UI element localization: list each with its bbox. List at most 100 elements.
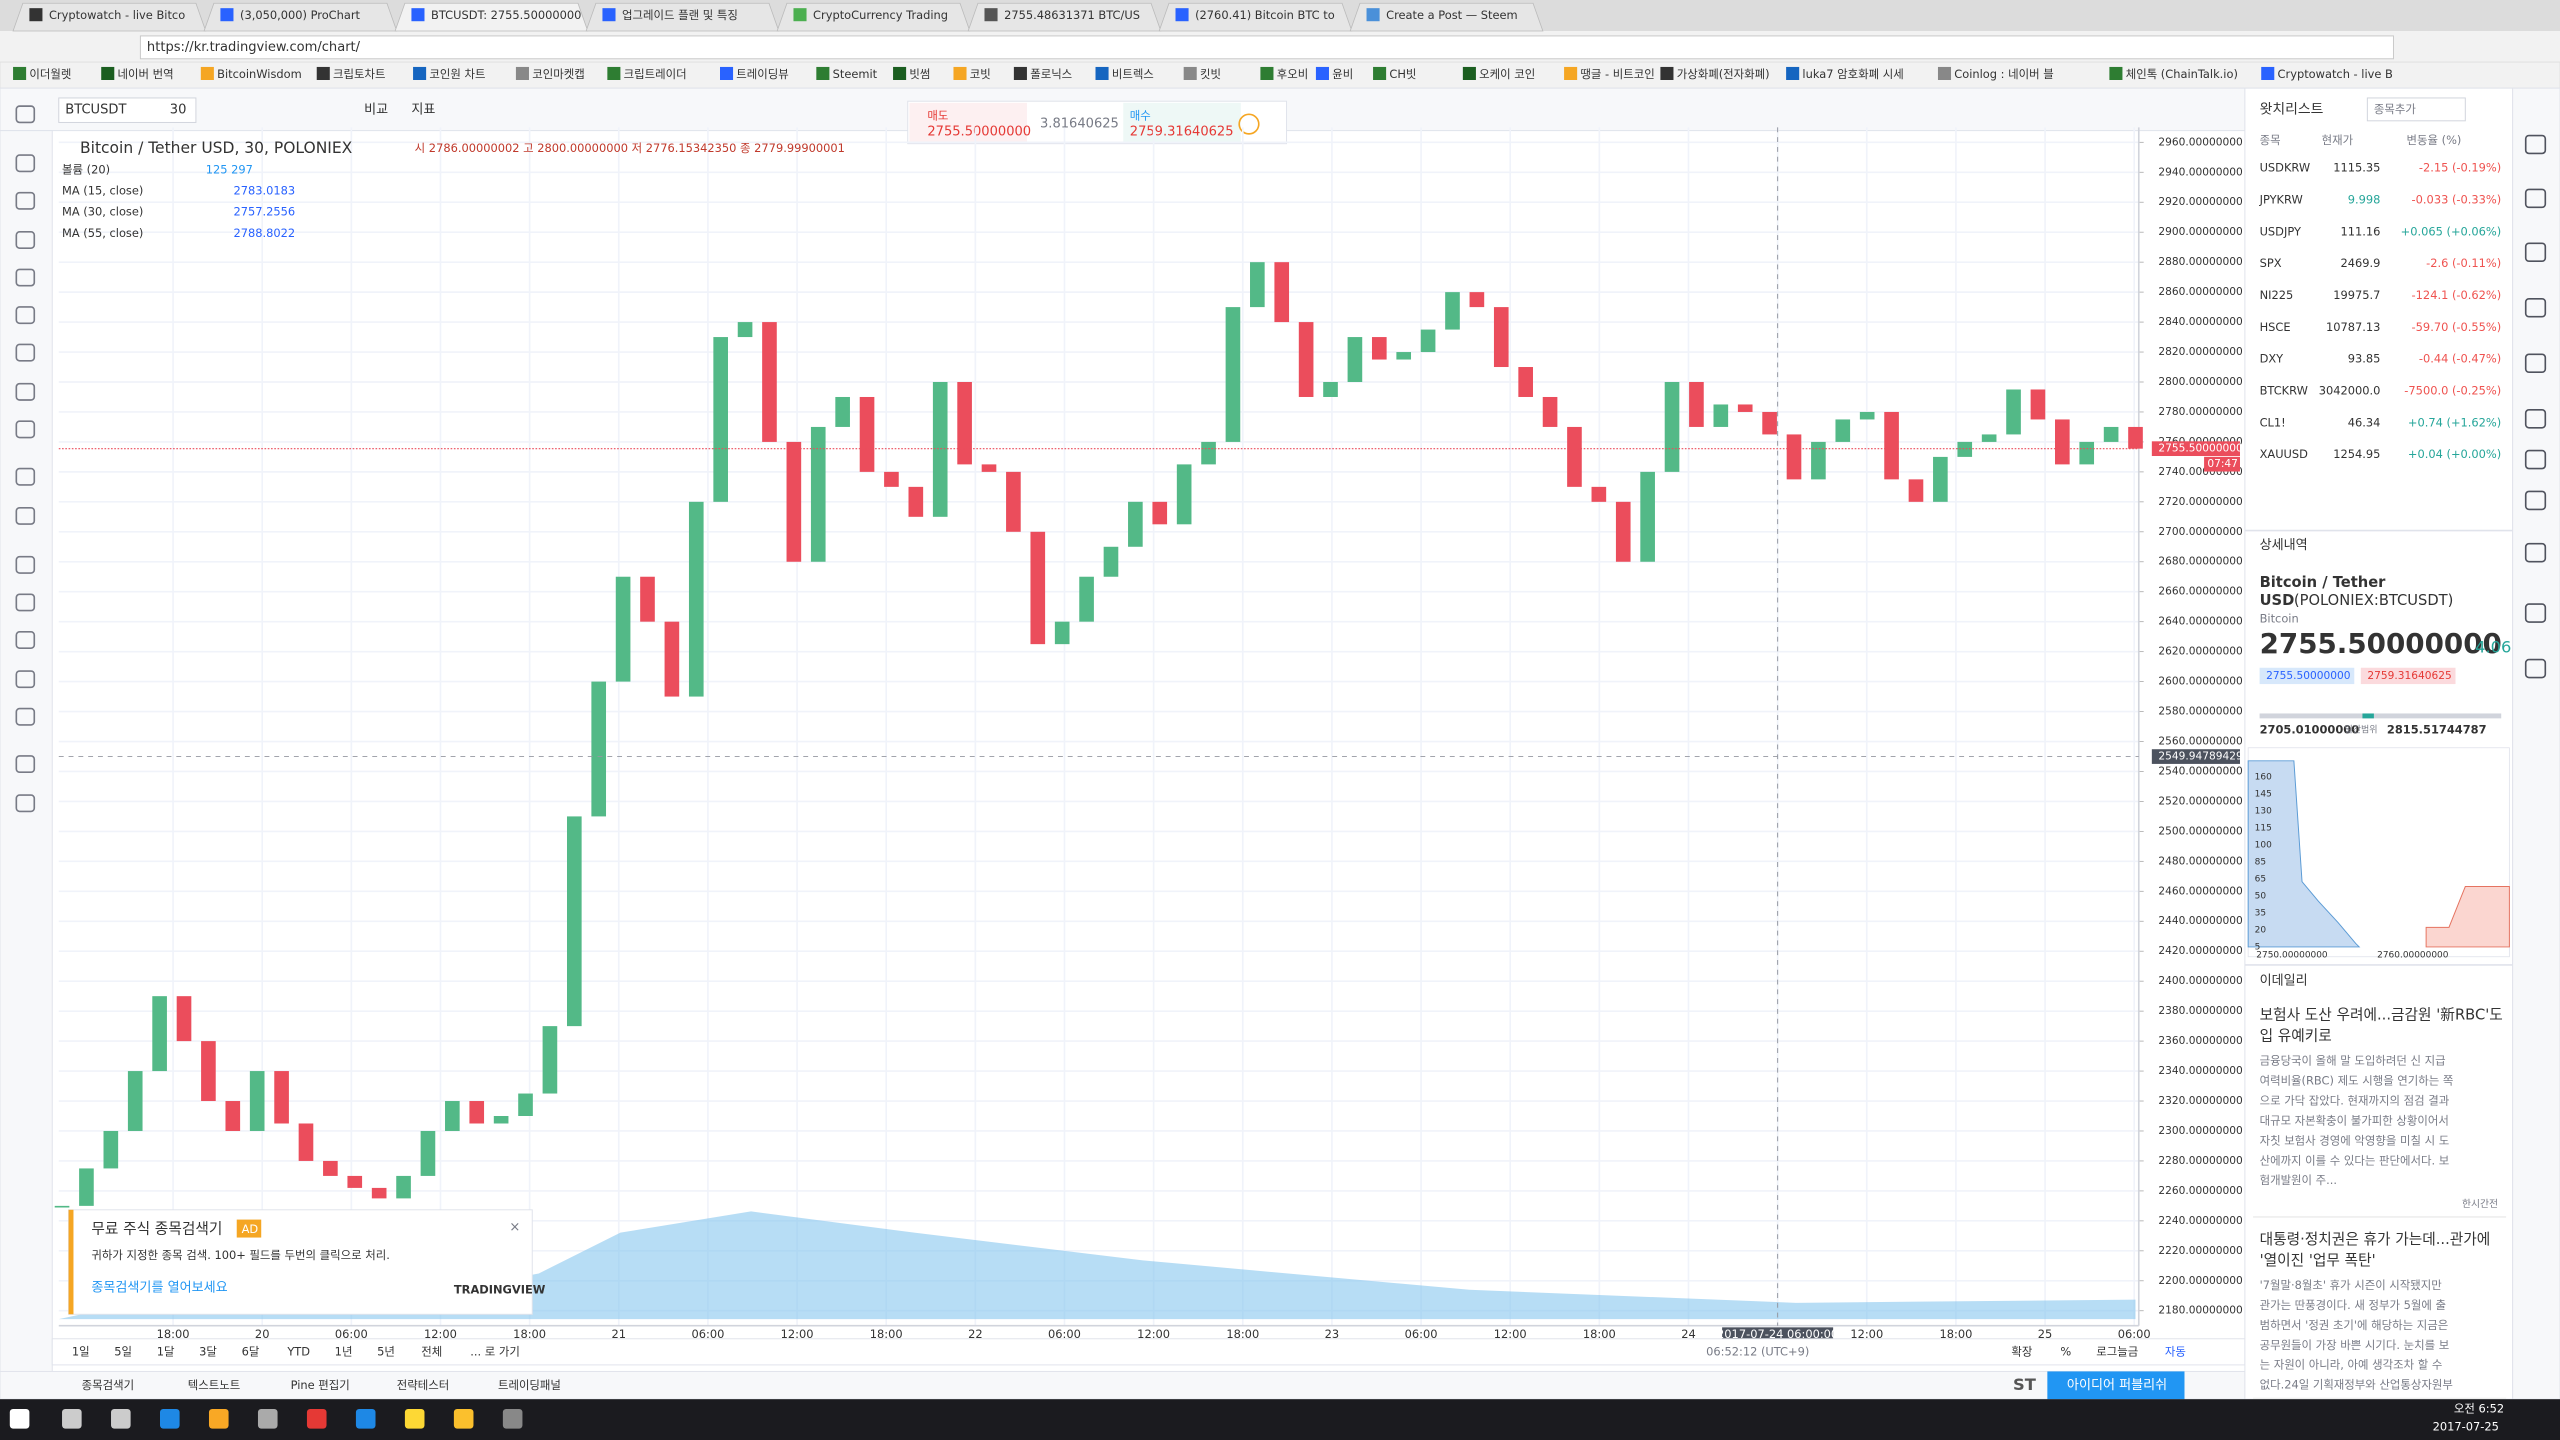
taskbar-icon[interactable] <box>453 1408 474 1429</box>
news-headline[interactable]: 입 유예키로 <box>2260 1028 2332 1045</box>
address-field[interactable] <box>139 35 2394 60</box>
side-icon[interactable] <box>2524 188 2547 209</box>
tool-icon[interactable] <box>15 268 36 287</box>
taskbar-icon[interactable] <box>306 1408 327 1429</box>
side-icon[interactable] <box>2524 449 2547 470</box>
taskbar-icon[interactable] <box>355 1408 376 1429</box>
taskbar-icon[interactable] <box>502 1408 523 1429</box>
bookmark[interactable]: 윤비 <box>1332 67 1353 81</box>
range-button[interactable]: 6달 <box>242 1344 260 1358</box>
taskbar-icon[interactable] <box>62 1408 82 1429</box>
tab[interactable] <box>1158 2 1353 32</box>
watchlist-add[interactable] <box>2366 97 2466 122</box>
tool-icon[interactable] <box>15 670 36 689</box>
taskbar-icon[interactable] <box>257 1408 278 1429</box>
tool-icon[interactable] <box>15 105 36 124</box>
side-icon[interactable] <box>2524 603 2547 623</box>
tab[interactable] <box>203 2 398 32</box>
side-icon[interactable] <box>2524 242 2547 263</box>
bookmark[interactable]: Steemit <box>833 67 878 81</box>
range-button[interactable]: 1년 <box>335 1344 353 1358</box>
tool-icon[interactable] <box>15 755 36 774</box>
bookmark[interactable]: 폴로닉스 <box>1030 67 1072 81</box>
tool-icon[interactable] <box>15 191 36 210</box>
symbol[interactable]: HSCE <box>2260 320 2291 334</box>
bookmark[interactable]: 땡글 - 비트코인 <box>1580 67 1654 81</box>
tool-icon[interactable] <box>15 555 36 574</box>
tab[interactable] <box>967 2 1162 32</box>
bookmark[interactable]: luka7 암호화폐 시세 <box>1802 67 1903 81</box>
scale-option[interactable]: 로그늘금 <box>2096 1344 2138 1358</box>
symbol[interactable]: CL1! <box>2260 415 2286 429</box>
panel-tab[interactable]: Pine 편집기 <box>291 1378 350 1392</box>
news-headline[interactable]: 보험사 도산 우려에...금감원 '新RBC'도 <box>2260 1007 2503 1024</box>
info-icon[interactable] <box>1238 113 1260 135</box>
bookmark[interactable]: CH빗 <box>1389 67 1416 81</box>
panel-tab[interactable]: 종목검색기 <box>82 1378 134 1392</box>
symbol[interactable]: USDJPY <box>2260 224 2301 238</box>
bookmark[interactable]: Cryptowatch - live B <box>2278 67 2393 81</box>
symbol-box[interactable] <box>58 97 197 123</box>
range-button[interactable]: 5일 <box>114 1344 132 1358</box>
bookmark[interactable]: 킷빗 <box>1200 67 1221 81</box>
range-button[interactable]: 5년 <box>377 1344 395 1358</box>
taskbar-icon[interactable] <box>160 1408 180 1429</box>
range-button[interactable]: 1일 <box>72 1344 90 1358</box>
tool-icon[interactable] <box>15 343 36 362</box>
bookmark[interactable]: 빗썸 <box>909 67 930 81</box>
tool-icon[interactable] <box>15 467 36 486</box>
tool-icon[interactable] <box>15 794 36 813</box>
taskbar-icon[interactable] <box>404 1408 425 1429</box>
bookmark[interactable]: Coinlog : 네이버 블 <box>1954 67 2053 81</box>
bookmark[interactable]: 가상화폐(전자화폐) <box>1677 67 1770 81</box>
ad-popup[interactable] <box>68 1209 533 1315</box>
tab[interactable] <box>585 2 780 32</box>
bookmark[interactable]: 이더월렛 <box>29 67 71 81</box>
symbol[interactable]: JPYKRW <box>2259 192 2303 206</box>
tab[interactable] <box>12 2 207 32</box>
tool-icon[interactable] <box>15 506 36 525</box>
ad-link[interactable]: 종목검색기를 열어보세요 <box>91 1281 227 1296</box>
bookmark[interactable]: 비트렉스 <box>1112 67 1154 81</box>
tool-icon[interactable] <box>15 382 36 401</box>
taskbar-icon[interactable] <box>9 1408 30 1429</box>
panel-tab[interactable]: 텍스트노트 <box>188 1378 240 1392</box>
symbol[interactable]: SPX <box>2260 256 2282 270</box>
tab[interactable] <box>776 2 971 32</box>
symbol[interactable]: USDKRW <box>2260 161 2311 175</box>
range-button[interactable]: 1달 <box>157 1344 175 1358</box>
side-icon[interactable] <box>2524 408 2547 429</box>
taskbar-icon[interactable] <box>208 1408 229 1429</box>
bookmark[interactable]: 오케이 코인 <box>1479 67 1535 81</box>
side-icon[interactable] <box>2524 134 2547 155</box>
tool-icon[interactable] <box>15 707 36 726</box>
bookmark[interactable]: 코빗 <box>970 67 991 81</box>
bookmark[interactable]: 코인원 차트 <box>429 67 485 81</box>
tool-icon[interactable] <box>15 154 36 173</box>
panel-tab[interactable]: 전략테스터 <box>397 1378 449 1392</box>
st-button[interactable]: ST <box>2013 1375 2037 1394</box>
scale-option[interactable]: % <box>2060 1344 2071 1358</box>
tool-icon[interactable] <box>15 306 36 325</box>
scale-option[interactable]: 자동 <box>2165 1344 2186 1358</box>
publish-bg[interactable] <box>2047 1371 2185 1400</box>
bookmark[interactable]: 트레이딩뷰 <box>736 67 788 81</box>
tool-icon[interactable] <box>15 420 36 439</box>
side-icon[interactable] <box>2524 490 2547 511</box>
scale-option[interactable]: 확장 <box>2011 1344 2032 1358</box>
range-button[interactable]: 전체 <box>421 1344 442 1358</box>
side-icon[interactable] <box>2524 297 2547 318</box>
symbol[interactable]: XAUUSD <box>2260 447 2309 461</box>
panel-tab[interactable]: 트레이딩패널 <box>498 1378 561 1392</box>
tool-icon[interactable] <box>15 593 36 612</box>
symbol[interactable]: BTCKRW <box>2260 384 2308 398</box>
symbol[interactable]: DXY <box>2260 352 2284 366</box>
bookmark[interactable]: 체인톡 (ChainTalk.io) <box>2126 67 2238 81</box>
bookmark[interactable]: 코인마켓캡 <box>532 67 584 81</box>
tool-icon[interactable] <box>15 231 36 249</box>
range-button[interactable]: 3달 <box>199 1344 217 1358</box>
range-button[interactable]: ... 로 가기 <box>470 1344 520 1358</box>
side-icon[interactable] <box>2524 353 2547 374</box>
side-icon[interactable] <box>2524 542 2547 563</box>
bookmark[interactable]: BitcoinWisdom <box>217 67 302 81</box>
